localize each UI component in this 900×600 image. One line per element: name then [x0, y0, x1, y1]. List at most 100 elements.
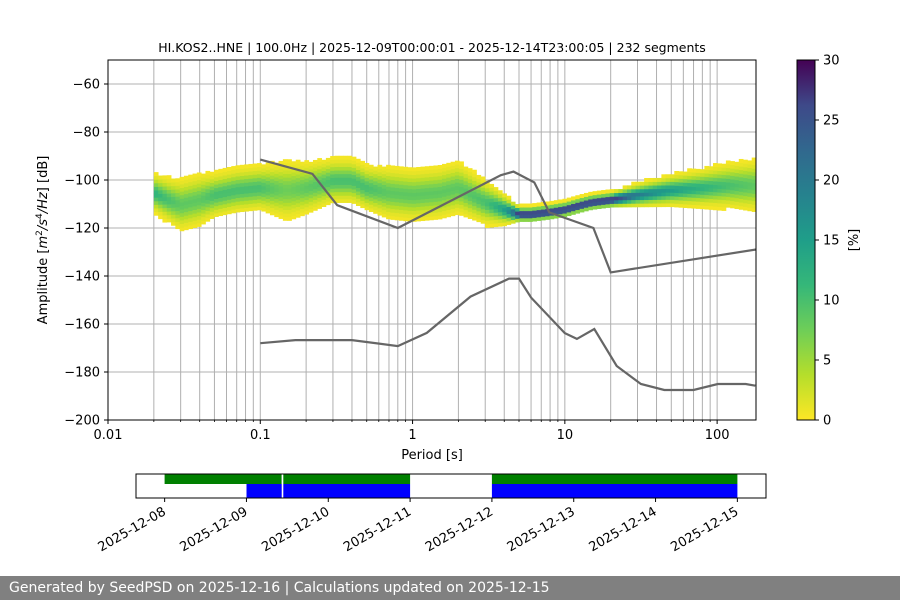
heatmap-cell: [282, 195, 288, 200]
heatmap-cell: [295, 188, 301, 193]
heatmap-cell: [708, 205, 714, 210]
heatmap-cell: [497, 208, 503, 213]
heatmap-cell: [343, 173, 348, 178]
heatmap-cell: [205, 214, 211, 219]
heatmap-cell: [420, 206, 426, 211]
heatmap-cell: [304, 196, 310, 201]
heatmap-cell: [454, 207, 460, 212]
heatmap-cell: [300, 186, 305, 191]
y-axis-label: Amplitude [m2/s4/Hz] [dB]: [35, 156, 51, 325]
heatmap-cell: [248, 192, 254, 197]
heatmap-cell: [553, 207, 559, 212]
heatmap-cell: [394, 209, 400, 214]
heatmap-cell: [183, 193, 189, 198]
timeline-tick-label: 2025-12-09: [178, 504, 251, 555]
heatmap-cell: [248, 178, 254, 183]
heatmap-cell: [287, 188, 292, 193]
heatmap-cell: [317, 194, 322, 199]
heatmap-cell: [407, 178, 413, 183]
heatmap-cell: [368, 197, 374, 202]
heatmap-cell: [360, 178, 365, 183]
heatmap-cell: [743, 163, 748, 168]
heatmap-cell: [459, 165, 464, 170]
heatmap-cell: [644, 188, 649, 193]
heatmap-cell: [386, 179, 391, 184]
heatmap-cell: [188, 192, 193, 197]
heatmap-cell: [226, 177, 232, 182]
heatmap-cell: [171, 200, 176, 205]
heatmap-cell: [351, 160, 357, 165]
heatmap-cell: [399, 202, 404, 207]
heatmap-cell: [222, 189, 228, 194]
heatmap-cell: [166, 185, 172, 190]
heatmap-cell: [274, 191, 279, 196]
heatmap-cell: [424, 173, 430, 178]
heatmap-cell: [472, 180, 477, 185]
heatmap-cell: [691, 182, 697, 187]
heatmap-cell: [515, 204, 520, 209]
heatmap-cell: [188, 174, 193, 179]
heatmap-cell: [747, 174, 753, 179]
y-tick-label: −100: [64, 174, 100, 189]
heatmap-cell: [282, 180, 288, 185]
heatmap-cell: [399, 166, 404, 171]
heatmap-cell: [287, 173, 292, 178]
colorbar-tick-label: 15: [823, 234, 840, 249]
timeline-tick-label: 2025-12-14: [587, 504, 660, 555]
heatmap-cell: [480, 201, 486, 206]
heatmap-cell: [648, 185, 654, 190]
heatmap-cell: [734, 165, 740, 170]
heatmap-cell: [171, 192, 176, 197]
heatmap-cell: [312, 192, 318, 197]
heatmap-cell: [222, 171, 228, 176]
heatmap-cell: [639, 203, 645, 208]
heatmap-cell: [390, 215, 396, 220]
heatmap-cell: [179, 198, 185, 203]
heatmap-cell: [295, 210, 301, 215]
heatmap-cell: [489, 187, 495, 192]
heatmap-cell: [257, 163, 262, 168]
heatmap-cell: [734, 179, 740, 184]
heatmap-cell: [317, 186, 322, 191]
heatmap-cell: [269, 178, 275, 183]
heatmap-cell: [218, 186, 224, 191]
heatmap-cell: [734, 190, 740, 195]
heatmap-cell: [312, 159, 318, 164]
heatmap-cell: [209, 189, 215, 194]
heatmap-cell: [678, 178, 684, 183]
heatmap-cell: [695, 201, 701, 206]
heatmap-cell: [386, 164, 391, 169]
heatmap-cell: [381, 177, 387, 182]
heatmap-cell: [403, 206, 409, 211]
heatmap-cell: [553, 210, 559, 215]
heatmap-cell: [575, 195, 581, 200]
heatmap-cell: [287, 159, 292, 164]
heatmap-cell: [669, 192, 675, 197]
timeline-bar: [491, 474, 738, 484]
heatmap-cell: [416, 177, 421, 182]
heatmap-cell: [334, 155, 340, 160]
heatmap-cell: [433, 179, 439, 184]
heatmap-cell: [192, 180, 198, 185]
heatmap-cell: [330, 181, 335, 186]
heatmap-cell: [265, 209, 271, 214]
heatmap-cell: [631, 181, 636, 186]
heatmap-cell: [287, 198, 292, 203]
heatmap-cell: [334, 191, 340, 196]
heatmap-cell: [407, 167, 413, 172]
heatmap-cell: [485, 195, 490, 200]
heatmap-cell: [730, 161, 735, 166]
heatmap-cell: [493, 201, 499, 206]
heatmap-cell: [700, 187, 705, 192]
heatmap-cell: [721, 203, 727, 208]
heatmap-cell: [407, 188, 413, 193]
heatmap-cell: [300, 165, 305, 170]
heatmap-cell: [674, 185, 679, 190]
heatmap-cell: [274, 177, 279, 182]
heatmap-cell: [274, 195, 279, 200]
heatmap-cell: [381, 173, 387, 178]
heatmap-cell: [394, 216, 400, 221]
heatmap-cell: [446, 177, 452, 182]
heatmap-cell: [325, 193, 331, 198]
heatmap-cell: [674, 181, 679, 186]
